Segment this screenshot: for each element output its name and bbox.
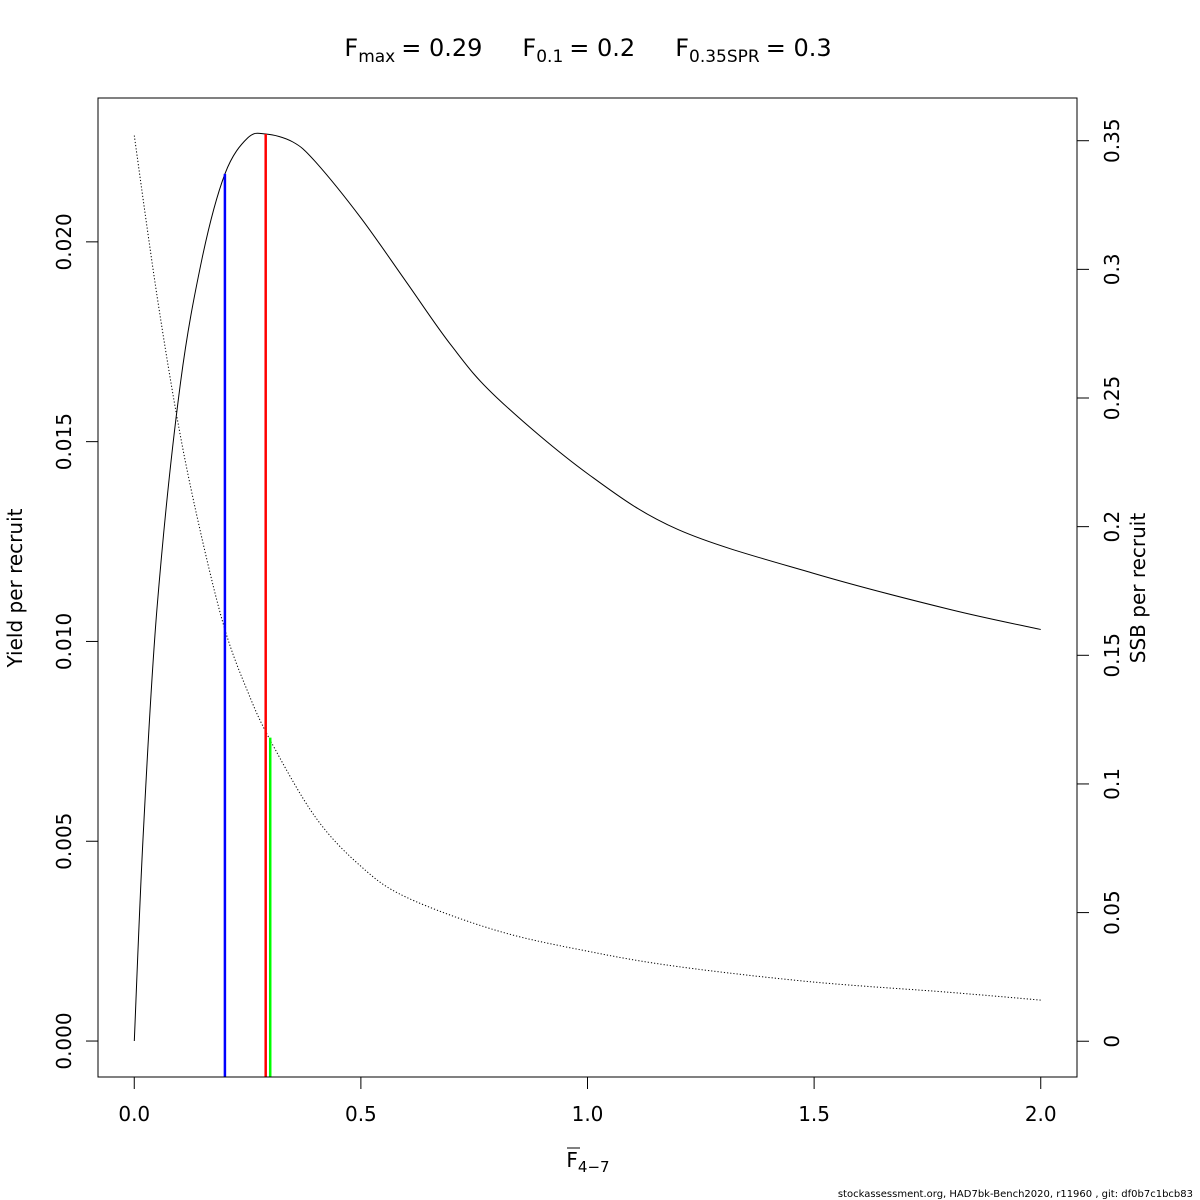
y2-tick-label: 0.2: [1100, 511, 1124, 543]
x-tick-label: 1.5: [798, 1102, 830, 1126]
title-fspr-value: = 0.3: [766, 34, 832, 62]
y2-tick-label: 0.1: [1100, 768, 1124, 800]
x-tick-label: 0.5: [345, 1102, 377, 1126]
footer-note: stockassessment.org, HAD7bk-Bench2020, r…: [838, 1189, 1193, 1200]
y-axis-right: 0 0.05 0.1 0.15 0.2 0.25 0.3 0.35: [1076, 118, 1124, 1048]
reference-lines-layer: [223, 133, 272, 1077]
x-label-subscript: 4−7: [578, 1158, 610, 1176]
title-fspr-symbol: F: [675, 34, 689, 62]
title-f01-value: = 0.2: [569, 34, 635, 62]
y-axis-left: 0.000 0.005 0.010 0.015 0.020: [52, 213, 99, 1070]
y2-axis-label: SSB per recruit: [1126, 513, 1150, 664]
y2-tick-label: 0.35: [1100, 118, 1124, 163]
y2-tick-label: 0.15: [1100, 633, 1124, 678]
title-fmax-value: = 0.29: [401, 34, 482, 62]
y2-tick-label: 0: [1100, 1035, 1124, 1048]
title-fspr-subscript: 0.35SPR: [689, 47, 760, 67]
y-tick-label: 0.020: [52, 213, 76, 270]
y-tick-label: 0.005: [52, 813, 76, 870]
title-f01-subscript: 0.1: [536, 47, 563, 67]
x-tick-label: 2.0: [1025, 1102, 1057, 1126]
y-tick-label: 0.010: [52, 613, 76, 670]
plot-frame: [97, 97, 1078, 1078]
y-axis-label: Yield per recruit: [3, 508, 27, 668]
title-f01-symbol: F: [522, 34, 536, 62]
series-layer: [133, 132, 1041, 1042]
y2-tick-label: 0.3: [1100, 253, 1124, 285]
x-tick-label: 0.0: [118, 1102, 150, 1126]
x-axis-label: F4−7: [566, 1148, 609, 1176]
y2-tick-label: 0.05: [1100, 890, 1124, 935]
x-label-symbol: F: [566, 1148, 578, 1172]
x-tick-label: 1.0: [572, 1102, 604, 1126]
y-tick-label: 0.015: [52, 413, 76, 470]
title-fmax-subscript: max: [358, 47, 395, 67]
y2-tick-label: 0.25: [1100, 376, 1124, 421]
x-axis: 0.0 0.5 1.0 1.5 2.0: [118, 1076, 1057, 1126]
yield-per-recruit-line: [133, 132, 1041, 1042]
chart-title: Fmax = 0.29 F0.1 = 0.2 F0.35SPR = 0.3: [344, 34, 831, 67]
title-fmax-symbol: F: [344, 34, 358, 62]
y-tick-label: 0.000: [52, 1012, 76, 1069]
